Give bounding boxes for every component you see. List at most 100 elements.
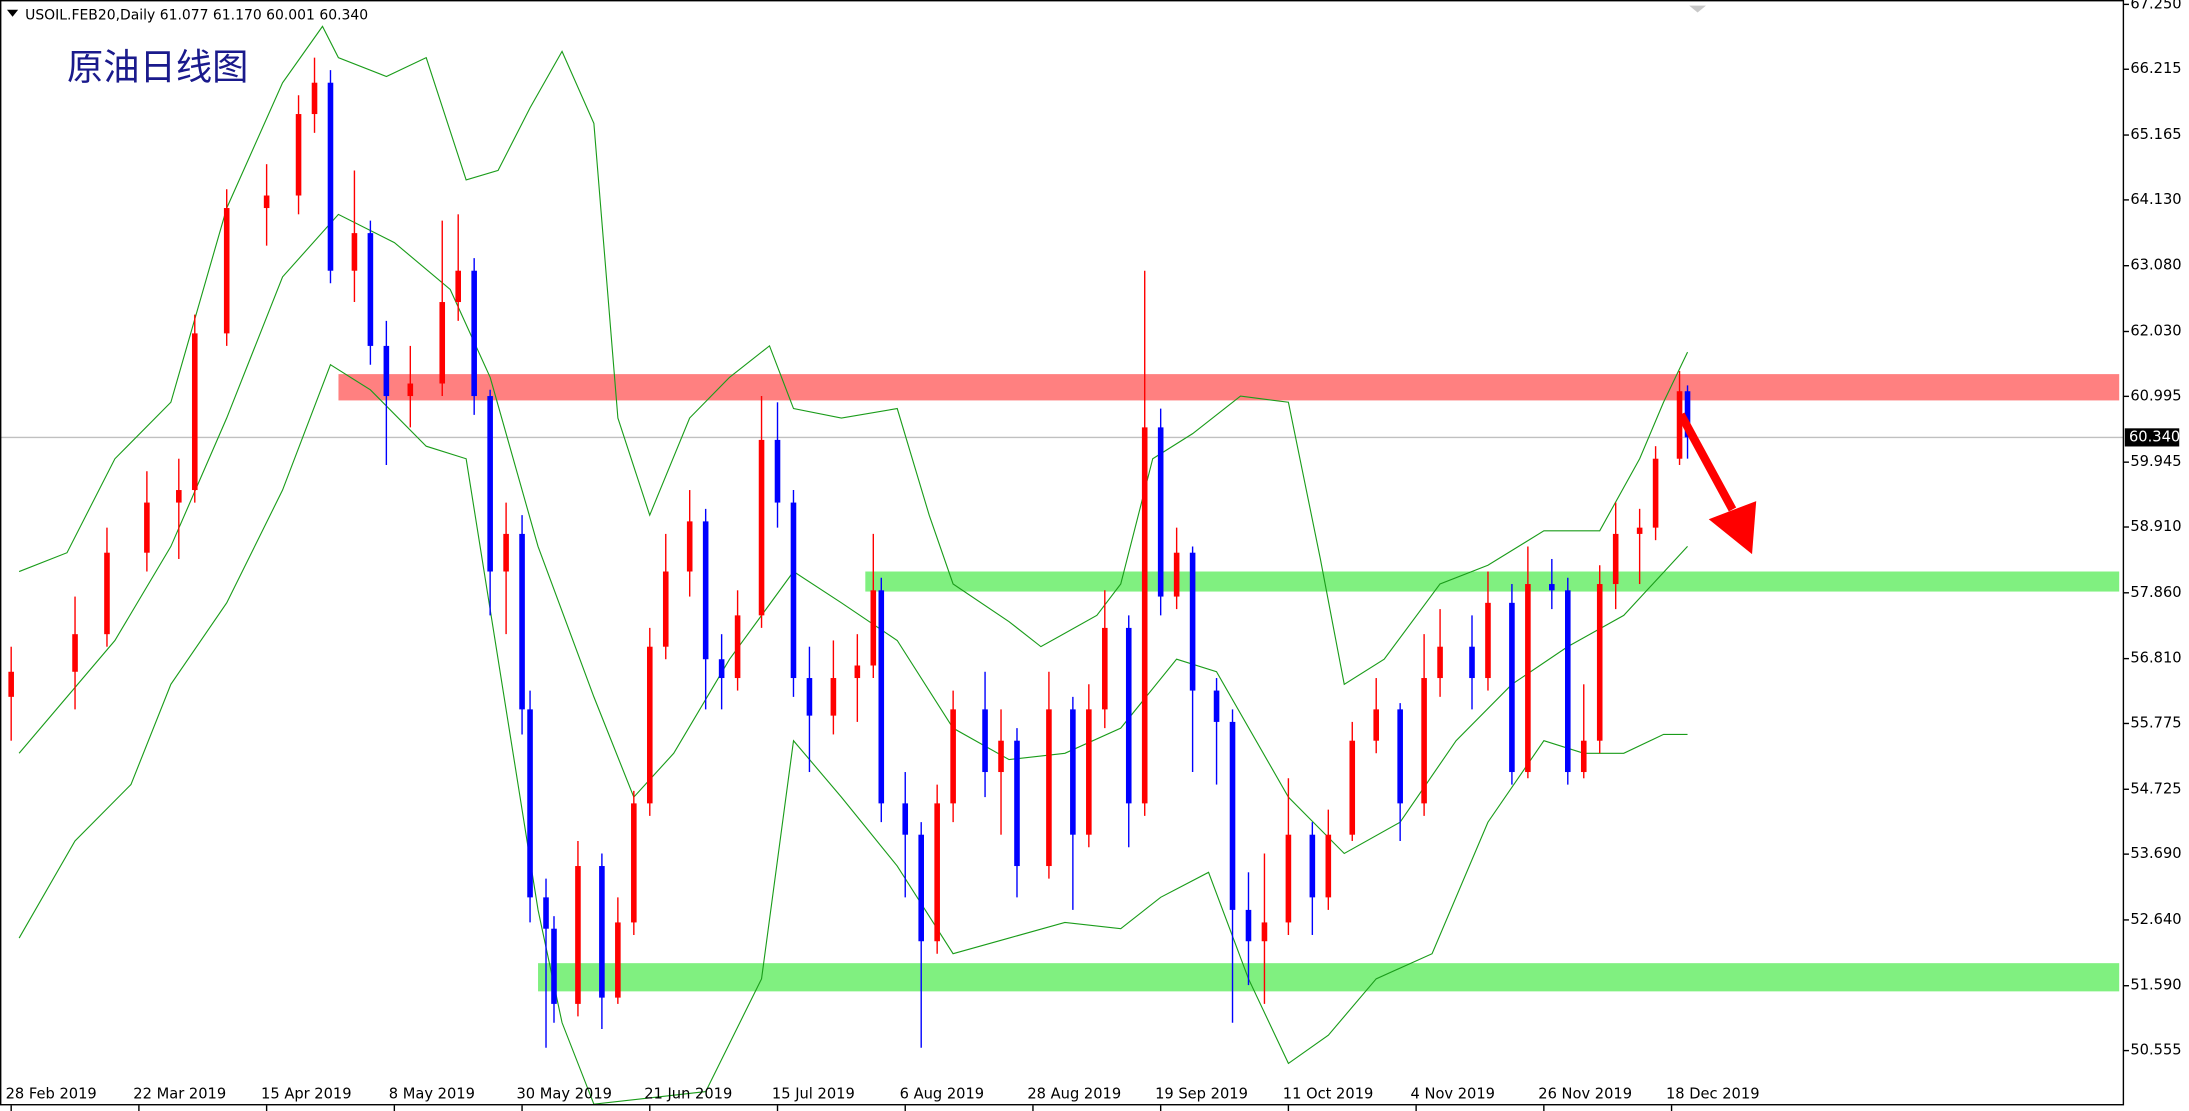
candle-body [599, 866, 605, 998]
arrow-shaft [1677, 412, 1737, 512]
candle-body [1397, 709, 1403, 804]
candle-body [1309, 834, 1316, 898]
menu-triangle[interactable] [6, 9, 19, 17]
candle-body [950, 709, 956, 804]
candle-body [1612, 533, 1619, 585]
candle [806, 646, 813, 773]
candle [615, 897, 621, 1004]
candle-body [1086, 709, 1092, 835]
candle [1189, 546, 1196, 773]
candle-body [1173, 552, 1180, 597]
candle [1349, 721, 1356, 841]
candle-body [662, 571, 669, 647]
y-tick-label: 57.860 [2130, 584, 2181, 601]
candle-body [1437, 646, 1443, 679]
candle [662, 533, 669, 660]
candle [1596, 565, 1603, 754]
candle-body [1261, 922, 1268, 942]
candle [551, 916, 557, 1023]
y-tick-label: 67.250 [2130, 0, 2181, 12]
candle [263, 164, 270, 246]
candle-body [1349, 740, 1356, 835]
down-arrow [1677, 412, 1757, 555]
candle [1421, 634, 1427, 816]
candle [455, 214, 461, 321]
symbol-info: USOIL.FEB20,Daily 61.077 61.170 60.001 6… [25, 7, 368, 23]
y-tick-label: 53.690 [2130, 845, 2181, 862]
candle [295, 95, 302, 215]
plot-border [0, 0, 2125, 1106]
candle-body [1596, 584, 1603, 741]
x-tick-label: 30 May 2019 [516, 1085, 611, 1102]
candle-body [1046, 709, 1052, 867]
candle [1245, 872, 1252, 986]
candle [1046, 671, 1052, 879]
candle-body [702, 521, 709, 660]
candle-body [551, 928, 557, 1004]
candle-body [631, 803, 637, 923]
candle [599, 853, 605, 1029]
candle-body [1229, 721, 1236, 910]
candle [1612, 502, 1619, 610]
candle-body [407, 383, 414, 397]
candle [1525, 546, 1531, 779]
candle-body [1213, 690, 1220, 722]
y-tick-label: 50.555 [2130, 1042, 2181, 1059]
y-tick-label: 52.640 [2130, 911, 2181, 928]
candle [383, 320, 390, 465]
candle-body [758, 439, 765, 616]
candle-body [1485, 602, 1491, 679]
candle [407, 345, 414, 428]
candle [1141, 270, 1148, 816]
candle [8, 646, 14, 741]
shift-marker [1689, 5, 1706, 13]
candle [878, 577, 885, 823]
candle [223, 189, 230, 346]
candle-body [295, 114, 302, 196]
candle-body [72, 634, 78, 672]
candle-body [998, 740, 1004, 773]
candle-body [327, 82, 334, 271]
x-tick-label: 19 Sep 2019 [1155, 1085, 1248, 1102]
candle-body [455, 270, 461, 303]
candle [1102, 590, 1108, 729]
x-tick-label: 21 Jun 2019 [644, 1085, 732, 1102]
candle [918, 822, 924, 1048]
candle [790, 490, 797, 697]
candle-body [1652, 458, 1659, 528]
y-tick-label: 63.080 [2130, 257, 2181, 274]
candle [950, 690, 956, 823]
candle [191, 314, 198, 503]
y-tick-label: 51.590 [2130, 977, 2181, 994]
y-tick-label: 62.030 [2130, 323, 2181, 340]
candle [503, 502, 509, 635]
candle-body [527, 709, 533, 898]
candle-body [646, 646, 653, 804]
price-zone [338, 374, 2120, 401]
candle-body [734, 615, 741, 679]
current-price-label: 60.340 [2129, 428, 2180, 445]
candle-body [1565, 590, 1571, 773]
candle [104, 527, 110, 647]
candle-body [934, 803, 940, 942]
candle-body [1189, 552, 1196, 691]
x-tick-label: 8 May 2019 [389, 1085, 475, 1102]
plot-area [0, 25, 2124, 1105]
candle [1373, 678, 1380, 754]
y-tick-label: 54.725 [2130, 780, 2181, 797]
chart-title: 原油日线图 [67, 45, 248, 88]
candle-body [104, 552, 110, 635]
candle [311, 57, 318, 133]
candle-body [1580, 740, 1587, 773]
candle-body [790, 502, 797, 679]
price-zone [865, 571, 2120, 592]
x-tick-label: 11 Oct 2019 [1283, 1085, 1374, 1102]
candle [830, 640, 837, 735]
candle-body [1373, 709, 1380, 741]
x-tick-label: 28 Aug 2019 [1027, 1085, 1121, 1102]
candle [1485, 571, 1491, 691]
price-zone [538, 963, 2120, 992]
candle [854, 634, 861, 722]
current-price-tag [2124, 428, 2180, 447]
candle [870, 533, 877, 679]
